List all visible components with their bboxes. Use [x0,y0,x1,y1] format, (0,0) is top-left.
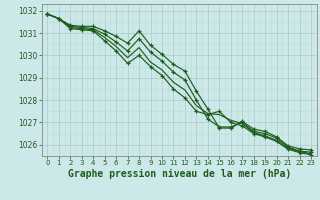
X-axis label: Graphe pression niveau de la mer (hPa): Graphe pression niveau de la mer (hPa) [68,169,291,179]
